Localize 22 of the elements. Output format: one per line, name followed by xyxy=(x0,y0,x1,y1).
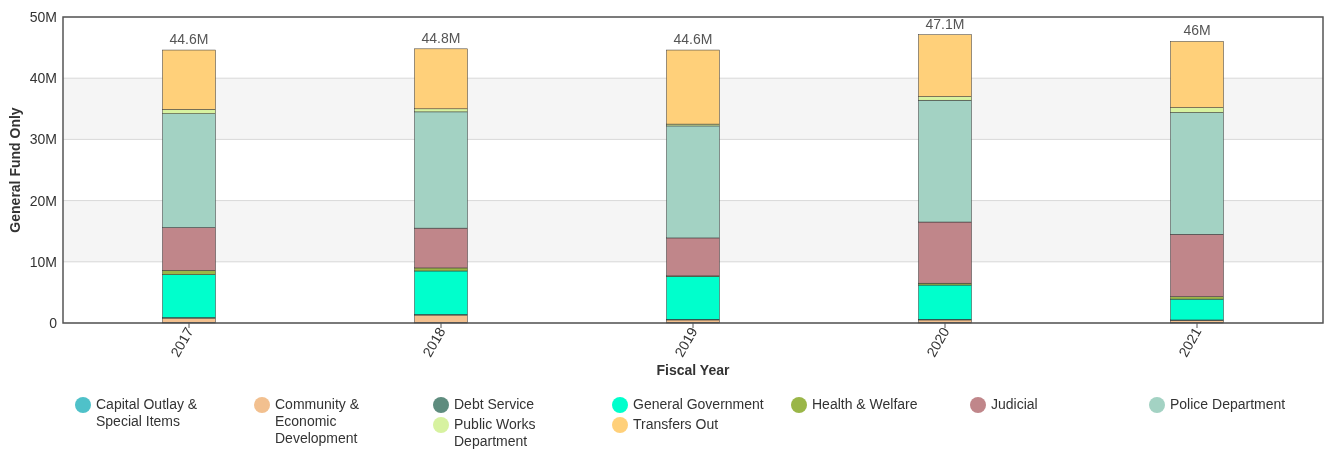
total-label: 47.1M xyxy=(925,15,965,32)
x-axis-title: Fiscal Year xyxy=(656,362,730,378)
legend-label: Community & Economic Development xyxy=(275,396,360,446)
legend-label: Judicial xyxy=(991,396,1038,412)
legend-label: Public Works Department xyxy=(454,416,536,449)
total-label: 46M xyxy=(1183,22,1211,39)
legend-label: Capital Outlay & Special Items xyxy=(96,396,198,429)
total-label: 44.8M xyxy=(421,29,461,46)
y-tick-label: 10M xyxy=(29,253,57,270)
y-tick-label: 30M xyxy=(29,131,57,148)
y-tick-label: 40M xyxy=(29,70,57,87)
y-tick-label: 0 xyxy=(49,315,58,331)
legend-label: Debt Service xyxy=(454,396,535,412)
total-label: 44.6M xyxy=(673,31,713,48)
y-tick-label: 20M xyxy=(29,192,57,209)
legend-label: Transfers Out xyxy=(633,416,719,432)
legend-label: Health & Welfare xyxy=(812,396,918,412)
total-label: 44.6M xyxy=(169,31,209,48)
legend-label: General Government xyxy=(633,396,764,412)
y-tick-label: 50M xyxy=(29,9,57,25)
y-axis-title: General Fund Only xyxy=(7,107,23,233)
legend-label: Police Department xyxy=(1170,396,1286,412)
